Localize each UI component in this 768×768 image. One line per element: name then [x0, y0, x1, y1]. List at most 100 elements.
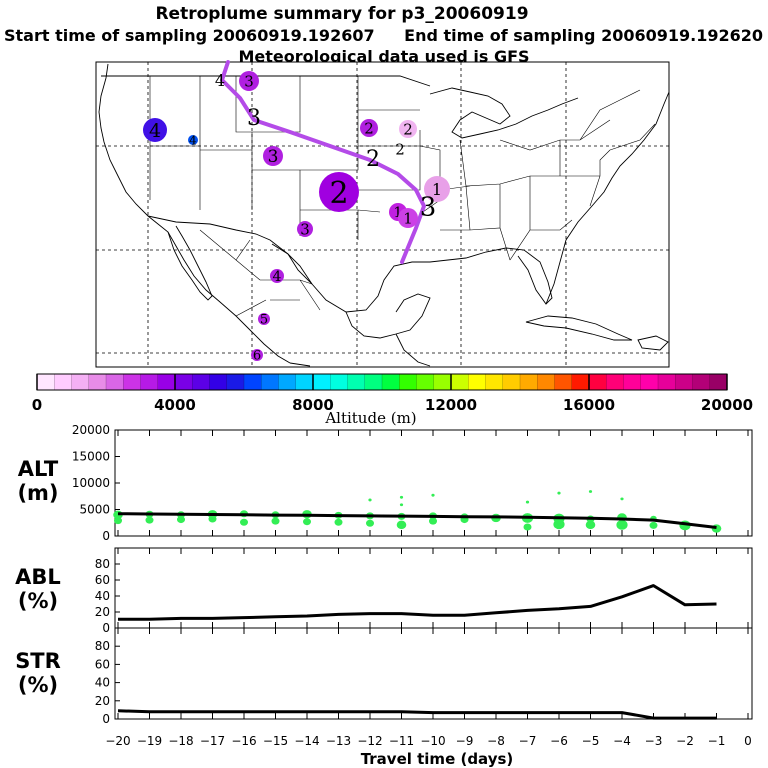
map-marker-label: 1	[394, 205, 403, 221]
mexico-states	[199, 229, 321, 317]
map-marker	[188, 135, 198, 145]
map-marker	[270, 269, 284, 283]
coastlines	[98, 63, 670, 367]
x-tick-label: −17	[200, 734, 225, 748]
altitude-scatter-point	[399, 503, 404, 507]
colorbar-cell	[123, 374, 141, 390]
altitude-scatter-point	[366, 519, 374, 527]
hispaniola	[637, 335, 669, 351]
colorbar-tick-label: 16000	[563, 396, 615, 414]
y-tick-label: 40	[95, 676, 110, 690]
x-tick-label: −18	[168, 734, 193, 748]
map-marker	[424, 176, 450, 202]
map-marker-label: 2	[403, 120, 413, 138]
map-marker-label: 6	[253, 349, 261, 364]
y-tick-label: 5000	[79, 503, 110, 517]
colorbar-cell	[37, 374, 55, 390]
colorbar-cell	[709, 374, 728, 390]
x-tick-label: −4	[613, 734, 631, 748]
colorbar-cell	[140, 374, 159, 390]
abl-panel-label: (%)	[18, 589, 58, 613]
colorbar-cell	[468, 374, 486, 390]
altitude-scatter-point	[240, 518, 248, 526]
colorbar-cell	[623, 374, 642, 390]
x-tick-label: −19	[137, 734, 162, 748]
colorbar-cell	[416, 374, 435, 390]
x-tick-label: −16	[231, 734, 256, 748]
x-tick-label: −12	[357, 734, 382, 748]
colorbar-cell	[88, 374, 107, 390]
map-marker-label: 4	[149, 120, 161, 142]
colorbar-cell	[209, 374, 228, 390]
abl-series-line	[118, 584, 717, 621]
colorbar-cells	[37, 374, 728, 390]
y-tick-label: 40	[95, 589, 110, 603]
colorbar-cell	[520, 374, 538, 390]
y-tick-label: 0	[102, 529, 110, 543]
map-marker	[258, 313, 270, 325]
altitude-scatter-point	[523, 523, 532, 531]
map-marker	[319, 172, 359, 212]
great-lakes	[429, 87, 579, 139]
x-tick-label: −3	[645, 734, 663, 748]
colorbar-cell	[175, 374, 193, 390]
map-marker	[297, 221, 313, 237]
map-marker	[398, 208, 418, 228]
colorbar-cell	[157, 374, 176, 390]
altitude-scatter-point	[114, 517, 122, 525]
map-marker-label: 3	[420, 192, 437, 222]
altitude-scatter-point	[145, 516, 154, 524]
central-america	[289, 333, 431, 367]
x-tick-label: −13	[326, 734, 351, 748]
altitude-colorbar: 0 4000 8000 12000 16000 20000 Altitude (m)	[32, 373, 753, 427]
colorbar-cell	[554, 374, 573, 390]
borders	[101, 75, 656, 317]
altitude-panel: ALT(m) 0 5000 10000 15000 20000	[17, 423, 753, 543]
y-tick-label: 0	[102, 712, 110, 726]
colorbar-cell	[106, 374, 124, 390]
altitude-scatter-point	[649, 521, 658, 529]
colorbar-cell	[658, 374, 676, 390]
y-tick-label: 60	[95, 657, 110, 671]
altitude-scatter-point	[429, 517, 437, 525]
altitude-scatter-point	[334, 518, 343, 526]
travel-time-axis: Travel time (days) −20 −19 −18 −17 −16 −15 −14…	[105, 734, 751, 768]
state-lines-east	[419, 89, 656, 261]
x-tick-label: −11	[389, 734, 414, 748]
str-series-line	[117, 709, 717, 720]
baja-peninsula	[167, 225, 213, 301]
map-frame	[95, 61, 670, 368]
x-tick-label: −6	[550, 734, 568, 748]
str-panel: STR(%) 0 20 40 60 80	[15, 627, 753, 726]
map-marker	[360, 119, 378, 137]
map-marker-label: 3	[247, 106, 261, 131]
y-tick-label: 20	[95, 605, 110, 619]
x-tick-label: −14	[294, 734, 319, 748]
map-marker-label: 4	[273, 269, 282, 285]
colorbar-cell	[451, 374, 469, 390]
figure-title: Retroplume summary for p3_20060919	[155, 4, 528, 24]
colorbar-cell	[313, 374, 331, 390]
colorbar-cell	[347, 374, 366, 390]
map-marker	[251, 349, 263, 361]
altitude-scatter-point	[396, 520, 407, 530]
altitude-scatter-point	[525, 500, 530, 504]
y-tick-label: 15000	[72, 450, 110, 464]
colorbar-tick-label: 4000	[154, 396, 196, 414]
altitude-panel-label: ALT	[18, 457, 59, 481]
colorbar-cell	[640, 374, 659, 390]
x-tick-label: −15	[263, 734, 288, 748]
str-panel-frame	[114, 627, 753, 720]
altitude-scatter-point	[585, 520, 596, 530]
colorbar-cell	[261, 374, 279, 390]
colorbar-cell	[330, 374, 348, 390]
y-tick-label: 0	[102, 621, 110, 635]
colorbar-cell	[399, 374, 417, 390]
altitude-scatter-point	[303, 518, 311, 526]
map-marker-label: 2	[395, 140, 405, 158]
gulf-coast	[271, 243, 553, 313]
west-coast	[98, 63, 291, 364]
colorbar-cell	[589, 374, 607, 390]
